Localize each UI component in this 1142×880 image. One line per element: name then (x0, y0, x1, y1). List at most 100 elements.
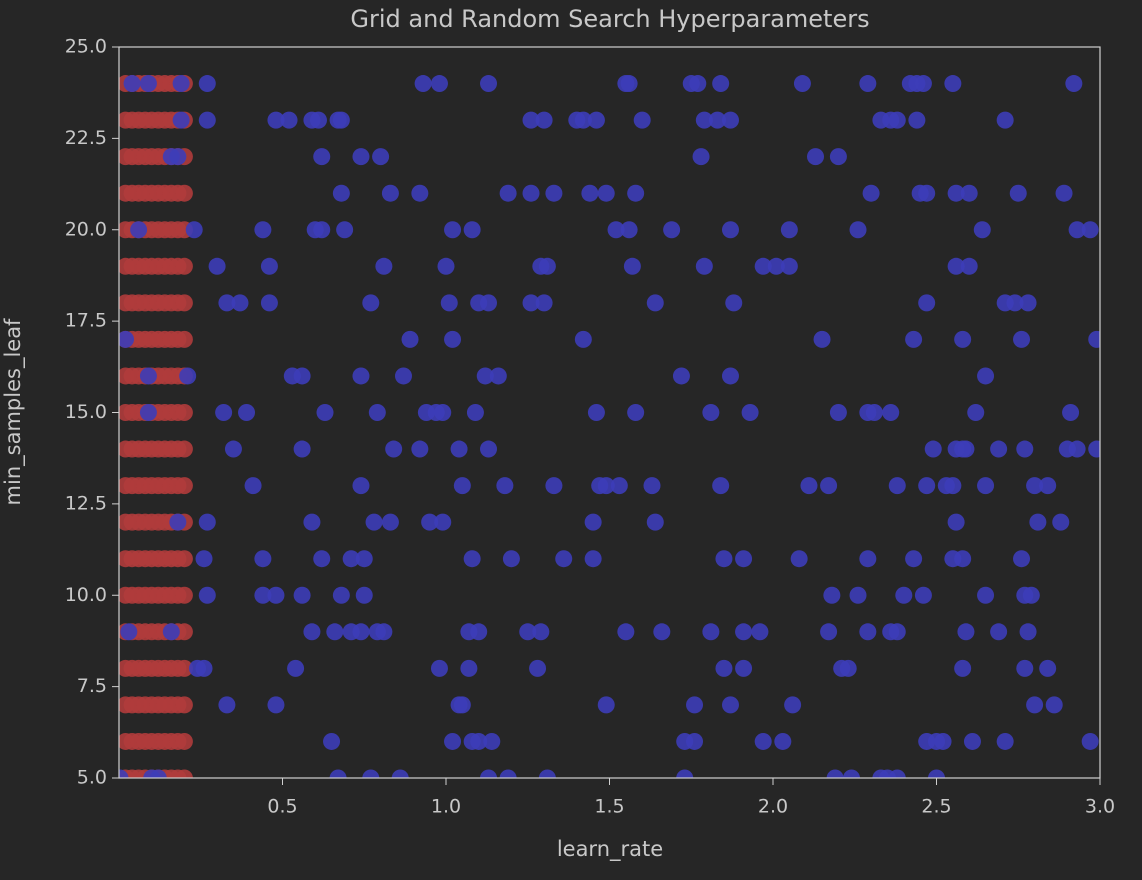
scatter-point (352, 477, 370, 495)
x-tick-label: 2.5 (921, 796, 951, 818)
scatter-point (355, 586, 373, 604)
scatter-point (1039, 659, 1057, 677)
scatter-point (597, 696, 615, 714)
scatter-point (715, 659, 733, 677)
scatter-point (555, 550, 573, 568)
scatter-point (440, 294, 458, 312)
scatter-point (807, 148, 825, 166)
scatter-point (918, 477, 936, 495)
scatter-point (519, 623, 537, 641)
scatter-point (532, 623, 550, 641)
scatter-point (198, 75, 216, 93)
scatter-point (1039, 477, 1057, 495)
scatter-point (702, 623, 720, 641)
scatter-point (584, 513, 602, 531)
y-tick-label: 12.5 (65, 492, 107, 514)
scatter-point (175, 696, 193, 714)
scatter-point (888, 769, 906, 778)
x-tick-label: 2.0 (758, 796, 788, 818)
scatter-point (470, 732, 488, 750)
scatter-point (381, 513, 399, 531)
scatter-point (499, 769, 517, 778)
scatter-point (735, 659, 753, 677)
scatter-point (944, 75, 962, 93)
scatter-point (414, 75, 432, 93)
scatter-point (643, 477, 661, 495)
scatter-point (767, 257, 785, 275)
scatter-point (823, 586, 841, 604)
scatter-point (175, 769, 193, 778)
scatter-point (198, 111, 216, 129)
scatter-point (905, 330, 923, 348)
scatter-point (444, 330, 462, 348)
scatter-point (918, 294, 936, 312)
scatter-point (977, 367, 995, 385)
scatter-point (597, 184, 615, 202)
scatter-point (372, 148, 390, 166)
scatter-point (774, 732, 792, 750)
x-tick-label: 1.0 (431, 796, 461, 818)
scatter-point (480, 75, 498, 93)
scatter-point (139, 367, 157, 385)
scatter-point (545, 184, 563, 202)
scatter-point (960, 184, 978, 202)
scatter-point (375, 257, 393, 275)
scatter-point (597, 477, 615, 495)
scatter-point (195, 659, 213, 677)
scatter-point (1019, 623, 1037, 641)
scatter-point (175, 550, 193, 568)
scatter-point (169, 513, 187, 531)
scatter-point (676, 769, 694, 778)
scatter-point (538, 769, 556, 778)
scatter-point (185, 221, 203, 239)
scatter-point (309, 111, 327, 129)
scatter-point (888, 111, 906, 129)
scatter-point (839, 659, 857, 677)
scatter-point (434, 404, 452, 421)
scatter-point (175, 440, 193, 458)
scatter-point (1026, 477, 1044, 495)
scatter-point (1081, 221, 1099, 239)
scatter-point (215, 404, 233, 421)
scatter-point (362, 769, 380, 778)
x-tick-label: 1.5 (594, 796, 624, 818)
scatter-point (444, 221, 462, 239)
scatter-point (627, 404, 645, 421)
scatter-point (1062, 404, 1080, 421)
scatter-point (610, 477, 628, 495)
scatter-point (721, 111, 739, 129)
scatter-point (466, 404, 484, 421)
scatter-point (587, 404, 605, 421)
scatter-point (254, 221, 272, 239)
scatter-point (947, 184, 965, 202)
scatter-point (381, 184, 399, 202)
scatter-point (453, 477, 471, 495)
scatter-point (1009, 184, 1027, 202)
scatter-point (385, 440, 403, 458)
scatter-point (820, 623, 838, 641)
scatter-point (741, 404, 759, 421)
scatter-point (460, 659, 478, 677)
scatter-point (208, 257, 226, 275)
scatter-point (352, 148, 370, 166)
scatter-point (1065, 75, 1083, 93)
chart-title: Grid and Random Search Hyperparameters (350, 5, 869, 33)
scatter-point (617, 623, 635, 641)
scatter-point (627, 184, 645, 202)
scatter-point (820, 477, 838, 495)
scatter-point (712, 75, 730, 93)
scatter-point (231, 294, 249, 312)
scatter-point (686, 696, 704, 714)
scatter-point (463, 221, 481, 239)
scatter-point (689, 75, 707, 93)
scatter-point (692, 148, 710, 166)
scatter-point (411, 184, 429, 202)
scatter-point (545, 477, 563, 495)
scatter-point (254, 586, 272, 604)
scatter-point (280, 111, 298, 129)
scatter-point (175, 732, 193, 750)
scatter-point (882, 404, 900, 421)
scatter-point (686, 732, 704, 750)
scatter-point (480, 769, 498, 778)
scatter-point (754, 732, 772, 750)
